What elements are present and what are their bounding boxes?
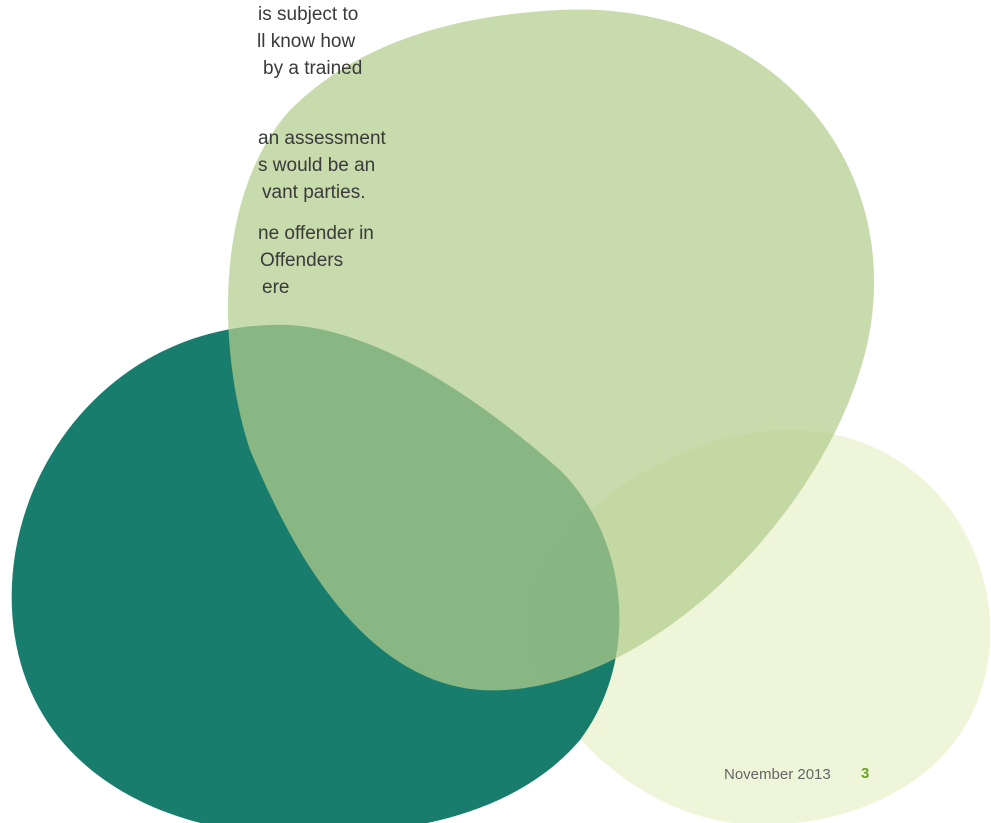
text-line: by a trained	[263, 58, 363, 79]
text-line: ne offender in	[258, 223, 374, 244]
footer-date: November 2013	[724, 766, 831, 783]
text-line: is subject to	[258, 4, 359, 25]
text-line: Offenders	[260, 250, 344, 271]
text-line: ll know how	[257, 31, 356, 52]
text-line: ere	[262, 277, 290, 298]
light-green-blob	[227, 9, 875, 691]
text-line: s would be an	[258, 155, 376, 176]
text-line: vant parties.	[262, 182, 366, 203]
text-line: an assessment	[258, 128, 386, 149]
page-number: 3	[861, 765, 870, 782]
